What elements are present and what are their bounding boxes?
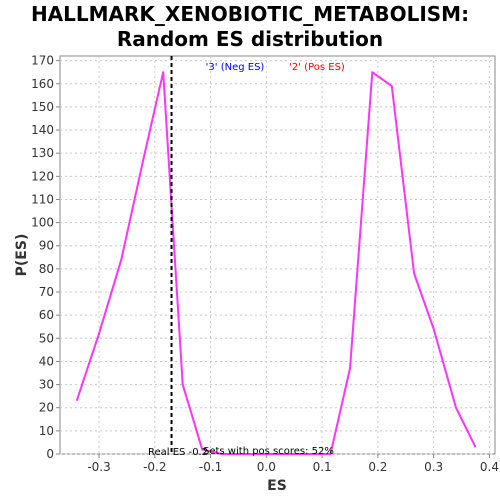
y-tick-label: 160 bbox=[31, 77, 54, 91]
y-tick-label: 60 bbox=[39, 308, 54, 322]
y-axis-ticks: 0 10 20 30 40 50 60 70 80 90 100 110 120 130 140 150 160… bbox=[31, 54, 60, 461]
grid-lines bbox=[60, 56, 495, 455]
y-axis-label: P(ES) bbox=[14, 234, 30, 277]
x-tick-label: 0.3 bbox=[424, 460, 443, 474]
y-tick-label: 130 bbox=[31, 146, 54, 160]
y-tick-label: 150 bbox=[31, 100, 54, 114]
y-tick-label: 50 bbox=[39, 331, 54, 345]
x-tick-label: -0.3 bbox=[87, 460, 110, 474]
y-tick-label: 120 bbox=[31, 169, 54, 183]
y-tick-label: 10 bbox=[39, 424, 54, 438]
x-tick-label: 0.1 bbox=[313, 460, 332, 474]
pos-scores-label: Sets with pos scores: 52% bbox=[203, 446, 334, 457]
chart-title-line-1: HALLMARK_XENOBIOTIC_METABOLISM: bbox=[30, 2, 470, 26]
x-axis-label: ES bbox=[267, 478, 287, 494]
real-es-label: Real ES -0.2 bbox=[148, 447, 208, 458]
y-tick-label: 30 bbox=[39, 378, 54, 392]
pos-es-label: '2' (Pos ES) bbox=[289, 62, 345, 73]
y-tick-label: 100 bbox=[31, 216, 54, 230]
x-tick-label: -0.2 bbox=[143, 460, 166, 474]
x-tick-label: 0.4 bbox=[480, 460, 499, 474]
es-distribution-line bbox=[75, 71, 477, 455]
chart-title-line-2: Random ES distribution bbox=[116, 27, 384, 51]
y-tick-label: 80 bbox=[39, 262, 54, 276]
y-tick-label: 110 bbox=[31, 192, 54, 206]
chart-title: HALLMARK_XENOBIOTIC_METABOLISM: Random E… bbox=[0, 2, 500, 52]
x-tick-label: 0.0 bbox=[257, 460, 276, 474]
y-tick-label: 20 bbox=[39, 401, 54, 415]
x-tick-label: -0.1 bbox=[199, 460, 222, 474]
y-tick-label: 90 bbox=[39, 239, 54, 253]
plot-background bbox=[59, 55, 496, 455]
y-tick-label: 40 bbox=[39, 354, 54, 368]
y-tick-label: 170 bbox=[31, 54, 54, 68]
y-tick-label: 70 bbox=[39, 285, 54, 299]
y-tick-label: 140 bbox=[31, 123, 54, 137]
y-tick-label: 0 bbox=[46, 447, 54, 461]
series-lines bbox=[75, 71, 477, 455]
x-axis-ticks: -0.3 -0.2 -0.1 0.0 0.1 0.2 0.3 0.4 bbox=[87, 454, 499, 474]
neg-es-label: '3' (Neg ES) bbox=[206, 62, 265, 73]
x-tick-label: 0.2 bbox=[368, 460, 387, 474]
